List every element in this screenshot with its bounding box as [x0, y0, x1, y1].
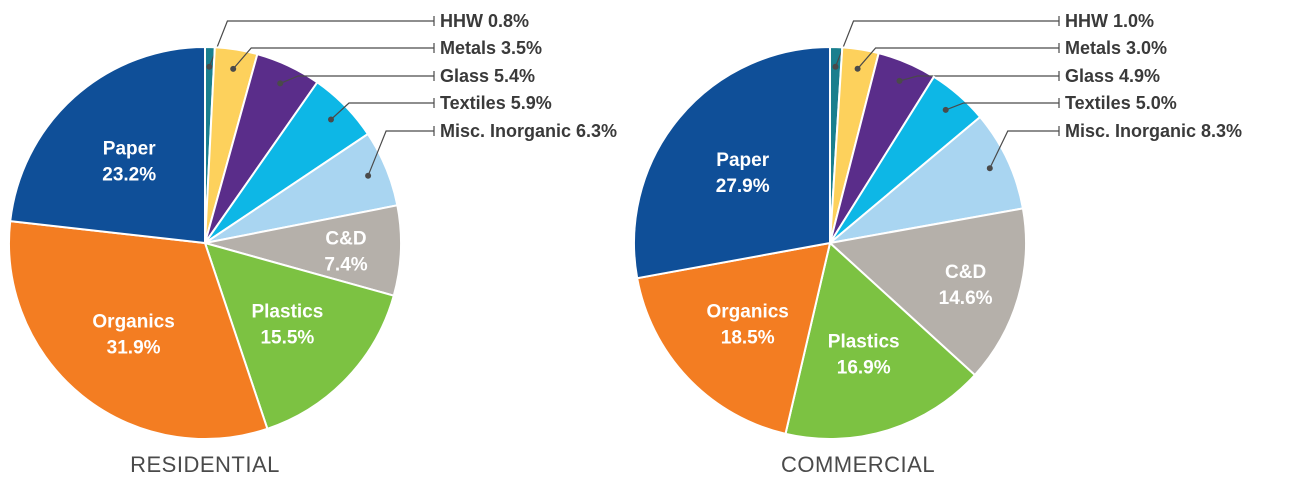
commercial-label-glass: Glass 4.9%: [1065, 66, 1160, 86]
residential-leader-dot-textiles: [328, 116, 334, 123]
residential-leader-textiles: [330, 102, 434, 120]
commercial-leader-dot-metals: [854, 65, 861, 72]
commercial-leader-metals: [857, 47, 1059, 70]
commercial-leader-misc-inorganic: [989, 130, 1059, 169]
commercial-leader-glass: [899, 75, 1059, 82]
commercial-label-hhw: HHW 1.0%: [1065, 11, 1154, 31]
commercial-pie: HHW 1.0% Metals 3.0% Glass 4.9% Textiles 5.…: [633, 11, 1242, 477]
commercial-value-candd: 14.6%: [939, 288, 993, 309]
residential-leader-glass: [279, 75, 434, 84]
commercial-leader-dot-textiles: [942, 106, 949, 113]
commercial-leader-dot-hhw: [832, 63, 839, 70]
commercial-label-misc-inorganic: Misc. Inorganic 8.3%: [1065, 121, 1242, 141]
commercial-slice-plastics: [784, 241, 977, 440]
residential-label-textiles: Textiles 5.9%: [440, 93, 552, 113]
residential-label-glass: Glass 5.4%: [440, 66, 535, 86]
residential-leader-misc-inorganic: [367, 130, 434, 176]
residential-leader-dot-misc-inorganic: [365, 172, 372, 179]
commercial-label-paper: Paper: [716, 150, 769, 171]
commercial-slice-misc-inorganic: [826, 115, 1025, 245]
residential-slice-organics: [8, 220, 269, 440]
residential-label-hhw: HHW 0.8%: [440, 11, 529, 31]
commercial-label-organics: Organics: [707, 301, 789, 322]
residential-value-candd: 7.4%: [324, 255, 367, 276]
residential-slice-paper: [9, 45, 206, 245]
commercial-label-metals: Metals 3.0%: [1065, 38, 1167, 58]
commercial-leader-dot-misc-inorganic: [986, 165, 993, 172]
residential-label-candd: C&D: [325, 229, 366, 250]
commercial-label-textiles: Textiles 5.0%: [1065, 93, 1177, 113]
commercial-slice-candd: [827, 207, 1027, 377]
residential-label-organics: Organics: [92, 311, 174, 332]
commercial-leader-dot-glass: [896, 77, 903, 84]
residential-leader-dot-glass: [277, 80, 284, 87]
residential-label-misc-inorganic: Misc. Inorganic 6.3%: [440, 121, 617, 141]
residential-leader-metals: [232, 47, 434, 70]
commercial-leader-textiles: [945, 102, 1059, 111]
residential-value-organics: 31.9%: [107, 337, 161, 358]
residential-label-paper: Paper: [103, 138, 156, 159]
residential-pie: HHW 0.8% Metals 3.5% Glass 5.4% Textiles 5.…: [8, 11, 617, 477]
residential-caption: RESIDENTIAL: [130, 452, 280, 477]
commercial-slice-organics: [636, 241, 832, 436]
commercial-label-candd: C&D: [945, 262, 986, 283]
residential-value-plastics: 15.5%: [260, 327, 314, 348]
commercial-value-paper: 27.9%: [716, 176, 770, 197]
residential-leader-dot-metals: [230, 65, 237, 72]
residential-value-paper: 23.2%: [102, 164, 156, 185]
commercial-label-plastics: Plastics: [828, 332, 900, 353]
commercial-value-organics: 18.5%: [721, 327, 775, 348]
commercial-caption: COMMERCIAL: [781, 452, 935, 477]
commercial-value-plastics: 16.9%: [837, 358, 891, 379]
residential-label-metals: Metals 3.5%: [440, 38, 542, 58]
commercial-slice-paper: [633, 45, 831, 280]
residential-leader-dot-hhw: [206, 63, 213, 70]
residential-label-plastics: Plastics: [251, 301, 323, 322]
